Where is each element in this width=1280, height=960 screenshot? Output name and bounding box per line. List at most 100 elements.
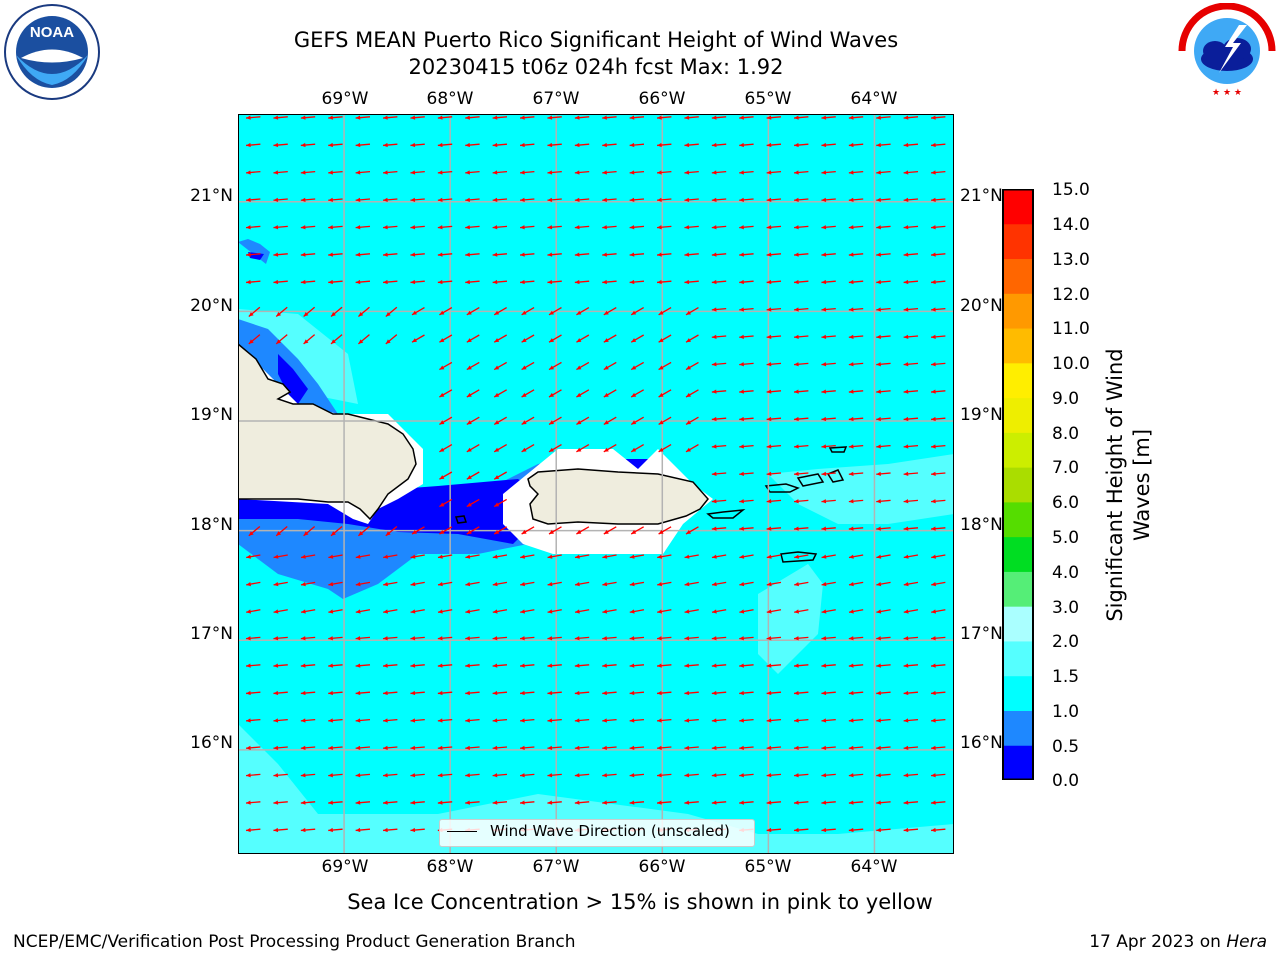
wave-direction-arrowhead bbox=[437, 718, 443, 723]
wave-direction-arrowhead bbox=[876, 142, 881, 148]
wave-direction-arrowhead bbox=[684, 773, 690, 778]
wave-direction-arrowhead bbox=[385, 531, 391, 536]
wave-direction-arrowhead bbox=[492, 609, 498, 614]
wave-direction-arrowhead bbox=[355, 279, 361, 285]
wave-direction-arrowhead bbox=[657, 745, 662, 750]
wave-direction-arrowhead bbox=[739, 444, 744, 449]
colorbar-bin bbox=[1003, 189, 1033, 225]
wave-direction-arrowhead bbox=[903, 471, 909, 476]
map-title: GEFS MEAN Puerto Rico Significant Height… bbox=[293, 28, 899, 52]
colorbar-tick: 2.0 bbox=[1052, 632, 1080, 652]
wave-direction-arrowhead bbox=[903, 416, 909, 422]
wave-direction-arrowhead bbox=[300, 773, 306, 778]
wave-direction-arrowhead bbox=[876, 554, 882, 559]
wave-direction-arrowhead bbox=[794, 389, 799, 394]
land-virgin-islands-1 bbox=[764, 483, 800, 493]
wave-direction-arrowhead bbox=[766, 773, 772, 778]
wave-direction-arrowhead bbox=[328, 197, 333, 202]
wave-direction-arrowhead bbox=[739, 471, 744, 476]
wave-direction-arrowhead bbox=[410, 718, 416, 723]
wave-direction-arrowhead bbox=[492, 554, 498, 559]
wave-direction-arrowhead bbox=[631, 529, 637, 534]
wave-direction-arrowhead bbox=[876, 471, 881, 476]
wave-direction-arrowhead bbox=[547, 142, 553, 148]
wave-direction-arrowhead bbox=[903, 170, 909, 175]
wave-direction-arrowhead bbox=[794, 362, 799, 367]
wave-direction-arrowhead bbox=[794, 581, 800, 587]
wave-direction-arrowhead bbox=[246, 115, 251, 120]
wave-direction-arrowhead bbox=[876, 499, 881, 504]
wave-direction-arrowhead bbox=[355, 554, 361, 559]
wave-direction-arrowhead bbox=[821, 827, 827, 833]
wave-direction-arrowhead bbox=[629, 170, 635, 175]
wave-direction-arrowhead bbox=[383, 663, 388, 668]
wave-direction-arrowhead bbox=[273, 800, 279, 805]
wave-direction-arrowhead bbox=[383, 636, 388, 641]
wave-direction-arrowhead bbox=[629, 800, 635, 805]
wave-direction-arrowhead bbox=[711, 279, 717, 285]
colorbar-tick: 12.0 bbox=[1052, 285, 1090, 305]
wave-direction-arrowhead bbox=[739, 334, 744, 339]
lat-label-right: 16°N bbox=[960, 733, 1003, 753]
wave-direction-arrowhead bbox=[739, 663, 744, 668]
wave-direction-arrowhead bbox=[821, 499, 827, 504]
wave-direction-arrowhead bbox=[711, 745, 717, 750]
wave-direction-arrowhead bbox=[602, 581, 608, 587]
wave-direction-arrowhead bbox=[766, 526, 772, 531]
wave-direction-arrowhead bbox=[848, 827, 854, 833]
wave-direction-arrowhead bbox=[711, 773, 717, 778]
wave-direction-arrowhead bbox=[711, 471, 717, 476]
wave-direction-arrowhead bbox=[931, 389, 936, 394]
wave-direction-arrowhead bbox=[658, 365, 664, 370]
wave-direction-arrowhead bbox=[246, 609, 252, 614]
wave-direction-arrowhead bbox=[300, 827, 306, 833]
wave-direction-arrowhead bbox=[631, 310, 637, 315]
wave-direction-arrowhead bbox=[547, 197, 553, 202]
wave-direction-arrowhead bbox=[574, 225, 580, 230]
wave-direction-arrowhead bbox=[410, 554, 416, 559]
wave-direction-arrowhead bbox=[494, 475, 500, 480]
wave-direction-arrowhead bbox=[465, 718, 470, 723]
wave-direction-arrowhead bbox=[711, 718, 717, 723]
wave-direction-arrowhead bbox=[931, 827, 936, 833]
wave-direction-arrowhead bbox=[848, 279, 854, 285]
wave-direction-arrowhead bbox=[848, 170, 854, 175]
wave-direction-arrowhead bbox=[848, 389, 854, 394]
wave-direction-arrowhead bbox=[821, 745, 827, 750]
wave-direction-arrowhead bbox=[410, 636, 416, 641]
legend-label: Wind Wave Direction (unscaled) bbox=[490, 822, 730, 840]
wave-direction-arrowhead bbox=[876, 718, 881, 723]
wave-direction-arrowhead bbox=[246, 745, 251, 750]
wave-direction-arrowhead bbox=[521, 392, 527, 397]
wave-direction-arrowhead bbox=[848, 444, 854, 449]
wave-direction-arrowhead bbox=[547, 115, 553, 120]
wave-direction-arrowhead bbox=[246, 554, 252, 559]
wave-direction-arrowhead bbox=[300, 636, 306, 641]
wave-direction-arrowhead bbox=[466, 310, 472, 315]
wave-direction-arrowhead bbox=[794, 170, 799, 175]
wave-direction-arrowhead bbox=[657, 800, 662, 805]
wave-direction-arrowhead bbox=[574, 115, 580, 120]
wave-direction-arrowhead bbox=[355, 827, 361, 833]
wave-direction-arrowhead bbox=[246, 142, 251, 148]
wave-direction-arrowhead bbox=[876, 197, 881, 202]
land-vieques bbox=[706, 509, 746, 519]
wave-direction-arrowhead bbox=[711, 334, 717, 339]
wave-direction-arrowhead bbox=[794, 526, 799, 531]
colorbar-tick: 3.0 bbox=[1052, 598, 1080, 618]
wave-direction-arrowhead bbox=[603, 447, 609, 452]
wave-direction-arrowhead bbox=[602, 690, 607, 696]
wave-direction-arrowhead bbox=[629, 197, 635, 202]
lat-label-left: 21°N bbox=[190, 186, 233, 206]
wave-direction-arrowhead bbox=[273, 197, 279, 202]
wave-direction-arrowhead bbox=[246, 252, 251, 257]
colorbar-bin bbox=[1003, 432, 1033, 468]
wave-direction-arrowhead bbox=[739, 800, 744, 805]
wave-direction-arrowhead bbox=[355, 225, 361, 230]
wave-direction-arrowhead bbox=[246, 197, 251, 202]
wave-direction-arrowhead bbox=[466, 529, 472, 534]
wave-direction-arrowhead bbox=[574, 800, 580, 805]
wave-direction-arrowhead bbox=[602, 745, 607, 750]
wave-direction-arrowhead bbox=[273, 690, 279, 696]
wave-direction-arrowhead bbox=[848, 307, 854, 312]
